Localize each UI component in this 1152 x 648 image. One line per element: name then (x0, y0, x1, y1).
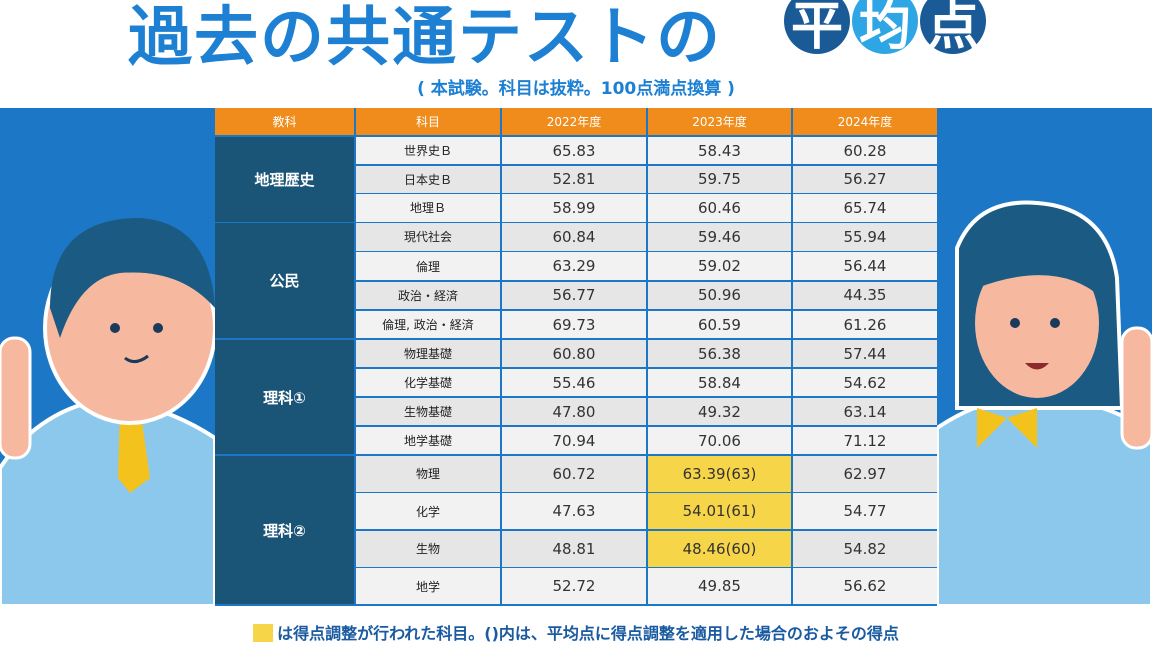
note-text: は得点調整が行われた科目。()内は、平均点に得点調整を適用した場合のおよその得点 (277, 624, 899, 643)
header-cell: 2023年度 (648, 108, 791, 135)
score-cell: 54.82 (793, 530, 937, 567)
score-cell: 56.44 (793, 252, 937, 280)
score-cell: 54.62 (793, 368, 937, 397)
score-cell: 54.77 (793, 493, 937, 530)
header-cell: 教科 (215, 108, 354, 135)
group-cell: 公民 (215, 223, 354, 339)
score-cell: 44.35 (793, 281, 937, 310)
score-cell: 48.81 (502, 530, 646, 567)
score-cell: 60.80 (502, 339, 646, 368)
score-cell: 59.02 (648, 252, 791, 280)
title-circle: 点 (920, 0, 986, 57)
score-cell: 57.44 (793, 339, 937, 368)
group-cell: 理科② (215, 455, 354, 605)
score-cell: 58.99 (502, 194, 646, 222)
note: は得点調整が行われた科目。()内は、平均点に得点調整を適用した場合のおよその得点 (0, 620, 1152, 644)
score-cell: 60.59 (648, 310, 791, 339)
score-cell: 56.77 (502, 281, 646, 310)
subtitle: ( 本試験。科目は抜粋。100点満点換算 ) (417, 79, 735, 99)
highlight-swatch (253, 624, 274, 642)
score-cell: 49.32 (648, 397, 791, 426)
score-cell: 60.46 (648, 194, 791, 222)
score-cell: 65.74 (793, 194, 937, 222)
subject-cell: 倫理, 政治・経済 (356, 310, 500, 339)
score-cell: 58.84 (648, 368, 791, 397)
group-cell: 理科① (215, 339, 354, 455)
subject-cell: 地理Ｂ (356, 194, 500, 222)
score-cell: 60.84 (502, 223, 646, 251)
subject-cell: 日本史Ｂ (356, 165, 500, 193)
score-cell: 58.43 (648, 137, 791, 165)
score-cell: 61.26 (793, 310, 937, 339)
subject-cell: 生物基礎 (356, 397, 500, 426)
score-cell: 52.72 (502, 568, 646, 605)
header-cell: 2022年度 (502, 108, 646, 135)
subject-cell: 物理基礎 (356, 339, 500, 368)
score-cell: 62.97 (793, 455, 937, 492)
score-cell: 70.06 (648, 426, 791, 455)
score-cell: 63.39(63) (648, 455, 791, 492)
score-cell: 52.81 (502, 165, 646, 193)
score-cell: 60.28 (793, 137, 937, 165)
score-cell: 59.75 (648, 165, 791, 193)
group-cell: 地理歴史 (215, 137, 354, 222)
score-cell: 69.73 (502, 310, 646, 339)
score-cell: 60.72 (502, 455, 646, 492)
header-cell: 科目 (356, 108, 500, 135)
score-cell: 47.63 (502, 493, 646, 530)
score-cell: 71.12 (793, 426, 937, 455)
score-cell: 49.85 (648, 568, 791, 605)
subject-cell: 倫理 (356, 252, 500, 280)
score-cell: 56.38 (648, 339, 791, 368)
girl-illustration (937, 200, 1152, 606)
boy-illustration (0, 218, 215, 606)
subject-cell: 世界史Ｂ (356, 137, 500, 165)
score-cell: 63.14 (793, 397, 937, 426)
title: 過去の共通テストの (128, 1, 722, 75)
score-cell: 65.83 (502, 137, 646, 165)
subject-cell: 地学基礎 (356, 426, 500, 455)
score-cell: 63.29 (502, 252, 646, 280)
score-cell: 55.94 (793, 223, 937, 251)
score-cell: 47.80 (502, 397, 646, 426)
subject-cell: 政治・経済 (356, 281, 500, 310)
score-cell: 56.27 (793, 165, 937, 193)
subject-cell: 現代社会 (356, 223, 500, 251)
subject-cell: 地学 (356, 568, 500, 605)
score-cell: 50.96 (648, 281, 791, 310)
title-circle: 平 (784, 0, 850, 57)
score-cell: 70.94 (502, 426, 646, 455)
score-cell: 54.01(61) (648, 493, 791, 530)
score-cell: 48.46(60) (648, 530, 791, 567)
score-cell: 59.46 (648, 223, 791, 251)
subject-cell: 化学 (356, 493, 500, 530)
header-cell: 2024年度 (793, 108, 937, 135)
subject-cell: 生物 (356, 530, 500, 567)
title-circle: 均 (852, 0, 918, 57)
score-cell: 56.62 (793, 568, 937, 605)
score-cell: 55.46 (502, 368, 646, 397)
subject-cell: 化学基礎 (356, 368, 500, 397)
subject-cell: 物理 (356, 455, 500, 492)
